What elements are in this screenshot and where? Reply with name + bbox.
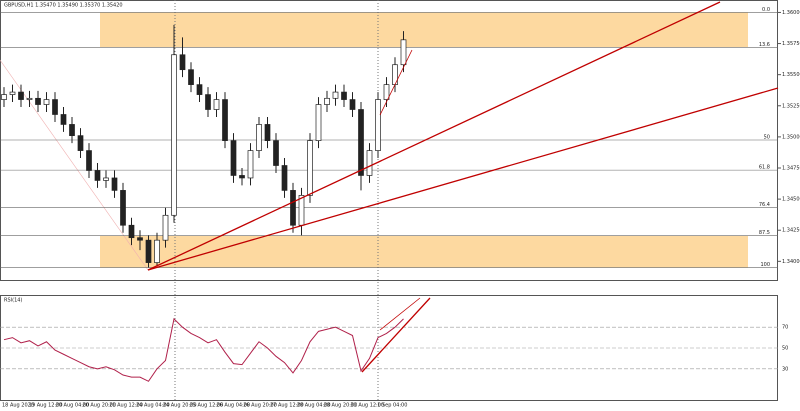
- candle-body: [179, 54, 186, 71]
- fib-zone: [100, 235, 748, 268]
- candle-body: [43, 99, 50, 105]
- fib-zone: [100, 12, 748, 48]
- indicator-tick-label: 30: [782, 366, 788, 372]
- x-tick-label: 24 Aug 04:00: [136, 403, 170, 409]
- y-tick-label: 1.35500: [782, 72, 800, 78]
- x-tick-label: 28 Aug 20:00: [324, 403, 358, 409]
- candle-body: [222, 99, 228, 141]
- x-tick-label: 19 Aug 12:00: [29, 403, 63, 409]
- candle-body: [400, 39, 407, 66]
- candle-body: [358, 109, 364, 176]
- trend-line: [361, 297, 431, 373]
- candle-body: [120, 190, 126, 226]
- candle-body: [239, 175, 245, 179]
- candle-body: [290, 190, 296, 226]
- candle-body: [111, 177, 118, 191]
- candle-body: [281, 165, 288, 191]
- candle-body: [145, 239, 152, 263]
- main-panel-frame: [0, 0, 778, 281]
- fib-level-label: 100: [760, 262, 770, 268]
- candle-body: [18, 91, 24, 100]
- candle-body: [137, 237, 143, 241]
- candle-body: [35, 97, 41, 105]
- x-tick-label: 26 Aug 04:00: [216, 403, 250, 409]
- x-tick-label: 20 Aug 20:00: [82, 403, 116, 409]
- indicator-tick-label: 50: [782, 346, 788, 352]
- indicator-line: [3, 317, 404, 382]
- candle-body: [307, 140, 313, 196]
- candle-body: [298, 195, 305, 226]
- candle-body: [256, 124, 262, 151]
- x-tick-label: 31 Aug 12:00: [350, 403, 384, 409]
- x-tick-label: 20 Aug 04:00: [56, 403, 90, 409]
- x-tick-label: 28 Aug 04:00: [297, 403, 331, 409]
- x-tick-label: 27 Aug 12:00: [270, 403, 304, 409]
- candle-body: [1, 94, 7, 100]
- fib-level-label: 50: [764, 135, 770, 141]
- trend-line: [147, 1, 721, 271]
- fib-level-label: 13.6: [759, 42, 770, 48]
- candle-body: [154, 239, 160, 263]
- candle-body: [94, 170, 101, 181]
- x-tick-label: 18 Aug 2020: [2, 403, 34, 409]
- chart-title: GBPUSD,H1 1.35470 1.35490 1.35370 1.3542…: [4, 3, 123, 9]
- candle-body: [324, 97, 330, 105]
- candle-body: [162, 214, 169, 241]
- fib-level-label: 61.8: [759, 165, 770, 171]
- candle-body: [230, 140, 237, 176]
- candle-body: [196, 84, 203, 95]
- candle-body: [205, 94, 211, 110]
- indicator-title: RSI(14): [4, 298, 22, 304]
- trend-line: [379, 49, 413, 116]
- candle-body: [26, 97, 33, 100]
- candle-body: [69, 124, 75, 136]
- indicator-tick-label: 70: [782, 325, 788, 331]
- y-tick-label: 1.34500: [782, 197, 800, 203]
- y-tick-label: 1.34000: [782, 259, 800, 265]
- candle-body: [273, 140, 279, 166]
- candle-body: [315, 104, 322, 141]
- fib-level-label: 76.4: [759, 202, 770, 208]
- candle-body: [383, 84, 390, 100]
- candle-body: [366, 150, 373, 176]
- candle-body: [60, 114, 67, 125]
- candle-body: [341, 91, 347, 100]
- candle-body: [213, 99, 220, 110]
- trend-line: [379, 297, 421, 331]
- x-tick-label: 1 Sep 04:00: [377, 403, 407, 409]
- fib-level-label: 87.5: [759, 230, 770, 236]
- fib-level-label: 0.0: [762, 7, 770, 13]
- x-tick-label: 24 Aug 20:00: [163, 403, 197, 409]
- fib-baseline: [0, 59, 149, 271]
- candle-body: [52, 99, 58, 115]
- trend-line: [147, 87, 779, 271]
- candle-body: [77, 135, 84, 151]
- candle-body: [264, 124, 271, 141]
- y-tick-label: 1.35750: [782, 41, 800, 47]
- candle-body: [171, 54, 177, 216]
- candle-body: [375, 99, 381, 151]
- y-tick-label: 1.35000: [782, 134, 800, 140]
- y-tick-label: 1.34750: [782, 166, 800, 172]
- candle-body: [188, 69, 194, 85]
- x-tick-label: 25 Aug 12:00: [190, 403, 224, 409]
- candle-body: [247, 150, 254, 179]
- candle-body: [9, 91, 16, 95]
- x-tick-label: 21 Aug 12:00: [109, 403, 143, 409]
- x-tick-label: 26 Aug 20:00: [243, 403, 277, 409]
- candle-body: [349, 99, 356, 110]
- candle-body: [332, 91, 339, 99]
- candle-body: [86, 150, 92, 171]
- candle-body: [128, 224, 135, 239]
- y-tick-label: 1.34250: [782, 228, 800, 234]
- candle-body: [103, 177, 109, 181]
- y-tick-label: 1.35250: [782, 103, 800, 109]
